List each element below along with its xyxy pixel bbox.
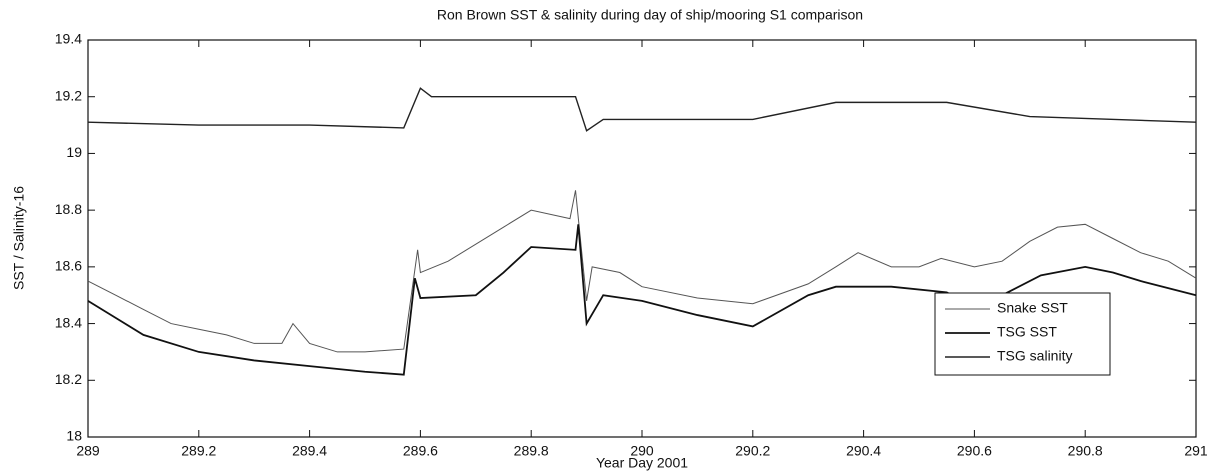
legend-label: TSG SST: [997, 324, 1057, 340]
y-tick-label: 18.4: [55, 314, 82, 330]
x-tick-label: 289.6: [403, 443, 438, 459]
x-tick-label: 290.6: [957, 443, 992, 459]
y-tick-label: 18.6: [55, 258, 82, 274]
y-tick-label: 19: [66, 144, 82, 160]
legend-label: TSG salinity: [997, 348, 1072, 364]
x-tick-label: 290.2: [735, 443, 770, 459]
legend-label: Snake SST: [997, 300, 1068, 316]
legend-box: [934, 292, 1111, 376]
y-axis-label: SST / Salinity-16: [11, 186, 27, 290]
y-tick-label: 18: [66, 428, 82, 444]
data-line: [87, 87, 1197, 132]
x-tick-label: 289.8: [514, 443, 549, 459]
x-tick-label: 289.2: [181, 443, 216, 459]
y-tick-label: 19.2: [55, 87, 82, 103]
chart-title: Ron Brown SST & salinity during day of s…: [437, 7, 863, 23]
data-line: [87, 190, 1197, 353]
x-tick-label: 289.4: [292, 443, 327, 459]
x-tick-label: 289: [76, 443, 100, 459]
x-tick-label: 291: [1184, 443, 1208, 459]
x-tick-label: 290.8: [1068, 443, 1103, 459]
y-tick-label: 19.4: [55, 31, 82, 47]
y-tick-label: 18.8: [55, 201, 82, 217]
x-tick-label: 290.4: [846, 443, 881, 459]
x-axis-label: Year Day 2001: [596, 455, 688, 471]
plot-frame: [87, 39, 1197, 438]
x-tick-label: 290: [630, 443, 654, 459]
y-tick-label: 18.2: [55, 371, 82, 387]
